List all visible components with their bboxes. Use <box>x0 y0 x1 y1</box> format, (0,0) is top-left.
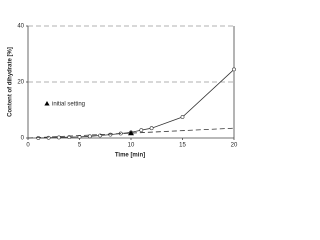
x-tick-label: 5 <box>78 143 82 149</box>
series-line <box>27 127 235 139</box>
data-point <box>46 135 51 140</box>
y-tick-label: 40 <box>17 24 24 30</box>
x-tick-label: 20 <box>231 143 238 149</box>
x-tick-label: 0 <box>26 143 30 149</box>
data-point <box>232 67 236 72</box>
legend-label: initial setting <box>52 102 85 108</box>
y-tick-label: 0 <box>21 136 25 142</box>
data-point <box>57 135 61 140</box>
data-point <box>87 134 92 139</box>
data-point <box>149 126 154 131</box>
data-point <box>36 136 41 140</box>
data-point <box>139 128 144 133</box>
chart: Time [min] Content of dihydrate [%] 0 20 4… <box>8 24 238 159</box>
data-point <box>128 130 134 136</box>
x-tick-label: 10 <box>128 143 135 149</box>
x-tick-label: 15 <box>179 143 186 149</box>
data-point <box>108 132 113 137</box>
data-point <box>180 115 185 119</box>
legend-marker <box>44 101 50 106</box>
y-axis-label: Content of dihydrate [%] <box>8 47 14 117</box>
y-tick-label: 20 <box>17 80 24 86</box>
x-axis-label: Time [min] <box>115 153 145 159</box>
